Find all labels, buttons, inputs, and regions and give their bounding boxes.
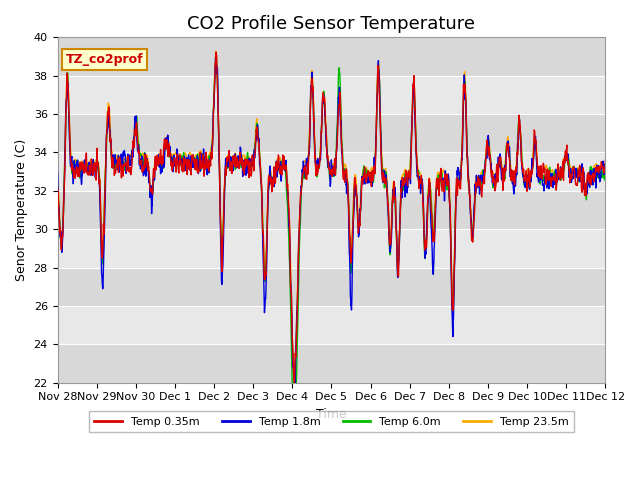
Bar [58,267,605,306]
Temp 0.35m [362,176,370,182]
Temp 23.5m [551,169,559,175]
Temp 0.35m [212,49,220,55]
Temp 1.8m [291,380,299,385]
Legend: Temp 0.35m, Temp 1.8m, Temp 6.0m, Temp 23.5m: Temp 0.35m, Temp 1.8m, Temp 6.0m, Temp 2… [89,411,574,432]
Temp 6.0m [289,380,296,385]
Temp 6.0m [551,171,559,177]
Temp 1.8m [54,169,61,175]
Temp 23.5m [602,161,609,167]
Temp 23.5m [54,177,61,182]
Bar [58,306,605,344]
Temp 1.8m [536,166,543,172]
Line: Temp 0.35m: Temp 0.35m [58,52,605,383]
Line: Temp 6.0m: Temp 6.0m [58,62,605,383]
Temp 6.0m [536,175,543,180]
Temp 6.0m [212,59,220,65]
Temp 0.35m [551,178,559,183]
Temp 0.35m [536,172,543,178]
Temp 6.0m [304,160,312,166]
Bar [58,344,605,383]
Temp 6.0m [602,173,609,179]
Line: Temp 23.5m: Temp 23.5m [58,51,605,369]
Temp 6.0m [362,166,370,172]
Temp 6.0m [54,180,61,185]
Temp 0.35m [54,185,61,191]
Temp 0.35m [465,192,473,197]
Line: Temp 1.8m: Temp 1.8m [58,57,605,383]
Temp 6.0m [465,187,473,193]
Temp 0.35m [602,157,609,163]
Bar [58,114,605,153]
Temp 23.5m [362,166,370,172]
Text: TZ_co2prof: TZ_co2prof [66,53,143,66]
Temp 6.0m [602,169,609,175]
Temp 1.8m [304,157,312,163]
Temp 23.5m [304,156,312,161]
Bar [58,37,605,76]
X-axis label: Time: Time [316,408,347,421]
Bar [58,191,605,229]
Bar [58,153,605,191]
Temp 23.5m [291,366,298,372]
Temp 1.8m [551,179,559,184]
Temp 1.8m [212,54,220,60]
Temp 23.5m [212,48,220,54]
Temp 1.8m [362,180,370,185]
Temp 0.35m [291,380,298,385]
Bar [58,76,605,114]
Title: CO2 Profile Sensor Temperature: CO2 Profile Sensor Temperature [188,15,476,33]
Y-axis label: Senor Temperature (C): Senor Temperature (C) [15,139,28,281]
Temp 23.5m [536,170,543,176]
Bar [58,229,605,267]
Temp 1.8m [602,165,609,170]
Temp 0.35m [304,171,312,177]
Temp 1.8m [465,182,473,188]
Temp 0.35m [602,163,609,169]
Temp 1.8m [602,166,609,171]
Temp 23.5m [465,180,473,186]
Temp 23.5m [602,162,609,168]
